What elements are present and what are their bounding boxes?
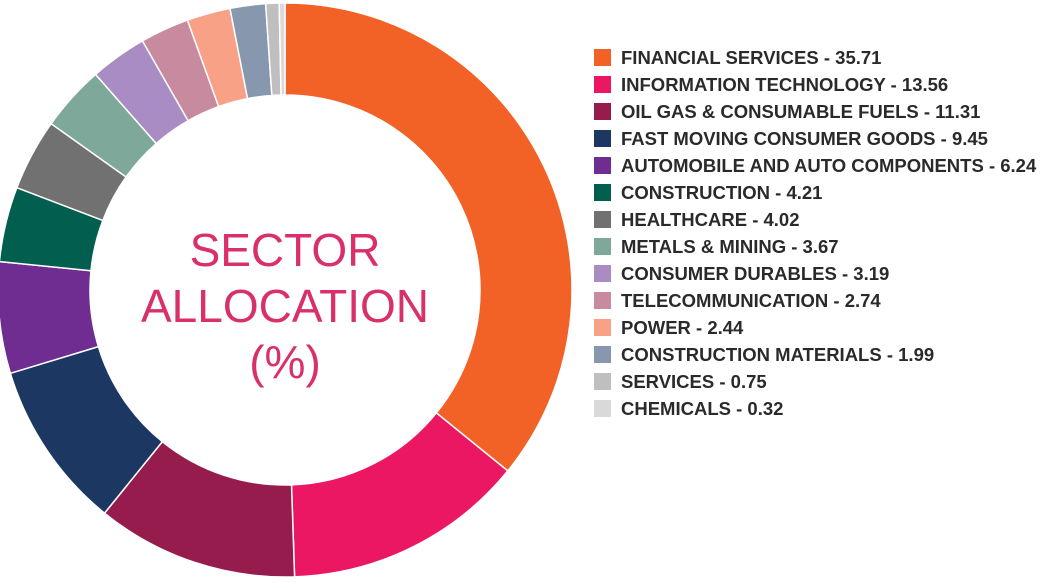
legend-item: FINANCIAL SERVICES - 35.71 [594,44,1044,71]
legend-label: OIL GAS & CONSUMABLE FUELS - 11.31 [621,101,981,122]
legend-item: FAST MOVING CONSUMER GOODS - 9.45 [594,125,1044,152]
legend-label: INFORMATION TECHNOLOGY - 13.56 [621,74,949,95]
legend-item: INFORMATION TECHNOLOGY - 13.56 [594,71,1044,98]
legend-item: CONSTRUCTION - 4.21 [594,179,1044,206]
legend-item: METALS & MINING - 3.67 [594,233,1044,260]
slice-automobile-and-auto-components [0,260,100,375]
legend-label: METALS & MINING - 3.67 [621,236,839,257]
legend-swatch [594,130,611,147]
legend-item: SERVICES - 0.75 [594,368,1044,395]
legend-swatch [594,184,611,201]
donut-chart [0,2,573,578]
legend-label: AUTOMOBILE AND AUTO COMPONENTS - 6.24 [621,155,1037,176]
legend-label: HEALTHCARE - 4.02 [621,209,800,230]
center-title: SECTOR ALLOCATION (%) [85,222,485,390]
legend-swatch [594,211,611,228]
legend-item: CONSTRUCTION MATERIALS - 1.99 [594,341,1044,368]
legend-swatch [594,400,611,417]
legend-label: CHEMICALS - 0.32 [621,398,784,419]
legend-item: HEALTHCARE - 4.02 [594,206,1044,233]
legend-label: SERVICES - 0.75 [621,371,767,392]
legend-item: AUTOMOBILE AND AUTO COMPONENTS - 6.24 [594,152,1044,179]
legend: FINANCIAL SERVICES - 35.71 INFORMATION TE… [594,44,1044,422]
legend-item: TELECOMMUNICATION - 2.74 [594,287,1044,314]
legend-label: FINANCIAL SERVICES - 35.71 [621,47,882,68]
legend-swatch [594,292,611,309]
center-title-line-1: SECTOR [189,224,381,276]
legend-item: CONSUMER DURABLES - 3.19 [594,260,1044,287]
slice-financial-services [284,2,573,472]
legend-swatch [594,103,611,120]
slice-chemicals [278,2,286,96]
legend-label: FAST MOVING CONSUMER GOODS - 9.45 [621,128,988,149]
legend-swatch [594,238,611,255]
legend-swatch [594,76,611,93]
legend-item: CHEMICALS - 0.32 [594,395,1044,422]
legend-label: TELECOMMUNICATION - 2.74 [621,290,881,311]
legend-swatch [594,373,611,390]
legend-label: POWER - 2.44 [621,317,744,338]
legend-swatch [594,157,611,174]
legend-swatch [594,346,611,363]
legend-item: POWER - 2.44 [594,314,1044,341]
center-title-line-2: ALLOCATION [141,280,429,332]
legend-label: CONSUMER DURABLES - 3.19 [621,263,890,284]
center-title-line-3: (%) [249,336,321,388]
legend-swatch [594,265,611,282]
legend-label: CONSTRUCTION MATERIALS - 1.99 [621,344,935,365]
legend-label: CONSTRUCTION - 4.21 [621,182,823,203]
legend-swatch [594,49,611,66]
legend-item: OIL GAS & CONSUMABLE FUELS - 11.31 [594,98,1044,125]
legend-swatch [594,319,611,336]
